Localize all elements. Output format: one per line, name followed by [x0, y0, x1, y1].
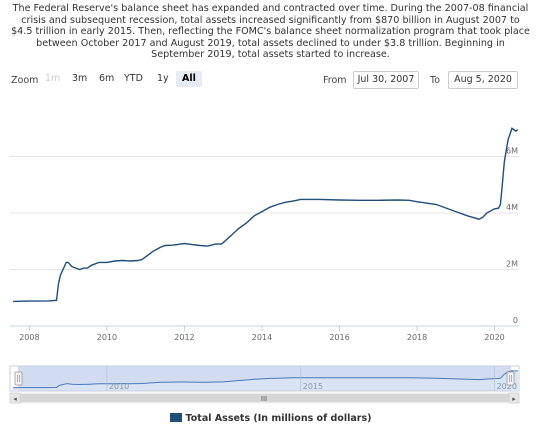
y-axis-labels: 0 2M 4M 6M — [506, 147, 518, 326]
x-tick-label: 2008 — [19, 333, 39, 342]
range-selector-toolbar: Zoom 1m 3m 6m YTD 1y All From Jul 30, 20… — [0, 70, 541, 92]
y-tick-label: 4M — [506, 203, 518, 212]
to-label: To — [430, 75, 441, 86]
scrollbar-right-arrow-button[interactable] — [508, 392, 520, 404]
navigator-labels: 2010 2015 2020 — [106, 366, 517, 391]
navigator-label: 2015 — [303, 382, 323, 391]
navigator-left-handle[interactable] — [14, 371, 23, 386]
navigator[interactable]: 2010 2015 2020 — [9, 365, 520, 392]
legend-label: Total Assets (In millions of dollars) — [185, 413, 372, 424]
scrollbar-thumb[interactable] — [20, 394, 509, 402]
zoom-6m-button[interactable]: 6m — [99, 73, 115, 84]
x-tick-label: 2014 — [252, 333, 272, 342]
navigator-label: 2010 — [109, 382, 129, 391]
scroll-left-icon: ◂ — [13, 395, 17, 403]
description-line: September 2019, total assets started to … — [151, 49, 390, 61]
x-tick-label: 2016 — [329, 333, 349, 342]
description-line: crisis and subsequent recession, total a… — [21, 14, 520, 26]
description-line: The Federal Reserve's balance sheet has … — [12, 3, 529, 14]
navigator-line — [13, 370, 518, 389]
zoom-ytd-button[interactable]: YTD — [124, 73, 143, 84]
from-date-input[interactable]: Jul 30, 2007 — [353, 71, 419, 89]
zoom-all-button[interactable]: All — [176, 71, 202, 87]
x-axis-ticks: 2008 2010 2012 2014 2016 2018 2020 — [19, 326, 505, 342]
x-tick-label: 2012 — [174, 333, 194, 342]
description-line: between October 2017 and August 2019, to… — [36, 37, 505, 49]
chart-description: The Federal Reserve's balance sheet has … — [0, 3, 541, 61]
scrollbar-grip: III — [261, 395, 267, 403]
description-line: $4.5 trillion in early 2015. Then, refle… — [11, 26, 530, 38]
chart-area: 0 2M 4M 6M 2008 2010 2012 2014 2016 2018 2020 201… — [9, 127, 520, 404]
scrollbar-left-arrow-button[interactable] — [9, 392, 21, 404]
navigator-label: 2020 — [497, 382, 517, 391]
scroll-right-icon: ▸ — [512, 395, 516, 403]
to-date-input[interactable]: Aug 5, 2020 — [448, 71, 518, 89]
x-tick-label: 2018 — [407, 333, 427, 342]
legend[interactable]: Total Assets (In millions of dollars) — [0, 413, 541, 424]
legend-swatch — [169, 413, 182, 422]
x-tick-label: 2020 — [484, 333, 504, 342]
zoom-1m-button[interactable]: 1m — [45, 73, 61, 84]
total-assets-line — [13, 127, 519, 303]
navigator-right-handle[interactable] — [506, 371, 515, 386]
zoom-3m-button[interactable]: 3m — [72, 73, 88, 84]
zoom-1y-button[interactable]: 1y — [157, 73, 169, 84]
y-tick-label: 6M — [506, 147, 518, 156]
y-tick-label: 2M — [506, 260, 518, 269]
y-tick-label: 0 — [513, 316, 518, 325]
from-label: From — [323, 75, 347, 86]
x-tick-label: 2010 — [97, 333, 117, 342]
gridlines — [10, 156, 519, 270]
scrollbar[interactable]: III ◂ ▸ — [9, 392, 520, 404]
navigator-area — [13, 370, 518, 390]
zoom-label: Zoom — [11, 75, 39, 86]
